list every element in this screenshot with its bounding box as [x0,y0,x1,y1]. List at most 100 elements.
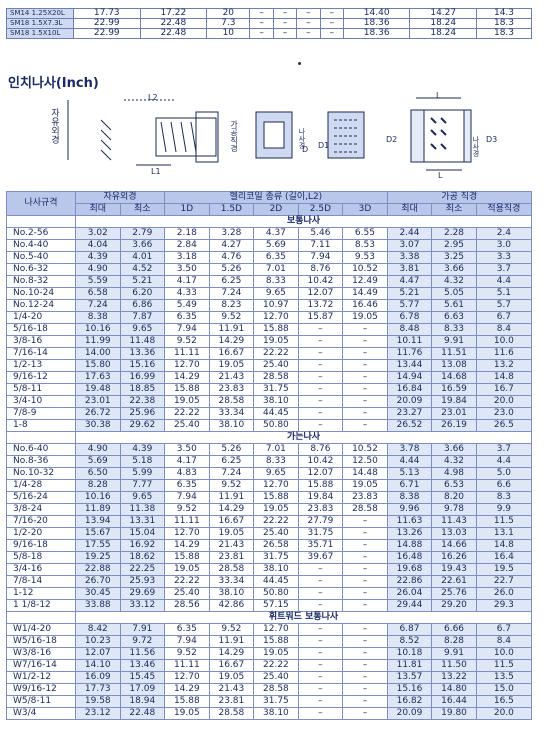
value-cell: 8.4 [475,635,533,648]
thread-spec-cell: 7/8-9 [6,407,76,420]
top-table-row: SM18 1.5X7.3L 22.99 22.48 7.3– – – –18.36 18.24… [6,18,532,29]
value-cell: 19.05 [342,311,388,324]
value-cell: 16.5 [475,695,533,708]
value-cell: 22.86 [386,575,433,588]
value-cell: – [342,395,388,408]
value-cell: 14.80 [431,683,477,696]
header-1d: 1D [164,203,210,216]
section-row: 보통나사 [6,215,532,228]
thread-spec-cell: 3/4-10 [6,395,76,408]
value-cell: 16.7 [475,383,533,396]
value-cell: 7.94 [297,251,344,264]
value-cell: 15.88 [164,695,210,708]
value-cell: 11.6 [475,347,533,360]
value-cell: 6.63 [431,311,477,324]
helicoil-diagrams: 자유외경 L2 L1 가공직경 나사경 D D1 L [49,91,497,180]
thread-spec-cell: 5/16-18 [6,323,76,336]
value-cell: 3.0 [475,239,533,252]
thread-spec-cell: No.12-24 [6,299,76,312]
value-cell: 26.52 [386,419,433,432]
value-cell: 23.12 [75,707,121,720]
value-cell: 16.09 [75,671,121,684]
value-cell: – [297,395,344,408]
value-cell: 19.5 [475,563,533,576]
top-value-cell: 14.40 [342,8,411,19]
top-value-cell: – [249,8,274,19]
value-cell: 7.94 [164,323,210,336]
value-cell: 23.81 [208,551,255,564]
top-value-cell: 22.99 [73,18,141,29]
value-cell: 16.48 [386,551,433,564]
value-cell: 44.45 [253,575,299,588]
value-cell: 22.25 [119,563,166,576]
value-cell: 14.88 [386,539,433,552]
value-cell: 11.11 [164,659,210,672]
value-cell: 14.49 [342,287,388,300]
value-cell: 28.58 [253,371,299,384]
value-cell: 8.33 [253,275,299,288]
value-cell: 23.01 [431,407,477,420]
value-cell: 20.09 [386,395,433,408]
value-cell: 9.65 [119,323,166,336]
value-cell: 8.4 [475,323,533,336]
value-cell: 6.53 [431,479,477,492]
value-cell: 16.4 [475,551,533,564]
hole-diagram: 가공직경 나사경 D D1 [229,111,365,159]
inch-thread-table: 나사규격 자유외경 헬리코일 종류 (길이,L2) 가공 직경 최대 최소 1D… [6,191,533,720]
value-cell: 11.48 [119,335,166,348]
thread-spec-cell: W1/4-20 [6,623,76,636]
value-cell: 9.96 [386,503,433,516]
value-cell: 20.09 [386,707,433,720]
table-row: 7/8-14 26.70 25.93 22.22 33.34 44.45– –22.86 22… [6,575,533,588]
value-cell: 7.77 [119,479,166,492]
value-cell: 11.91 [208,323,255,336]
value-cell: 11.11 [164,515,210,528]
value-cell: 6.6 [475,479,533,492]
value-cell: 29.69 [119,587,166,600]
value-cell: 14.68 [431,371,477,384]
value-cell: 3.66 [119,239,166,252]
value-cell: 12.70 [164,359,210,372]
value-cell: 3.81 [386,263,433,276]
header-3d: 3D [342,203,388,216]
value-cell: 19.80 [431,707,477,720]
value-cell: 14.29 [208,503,255,516]
value-cell: – [297,335,344,348]
section-spacer [6,431,76,444]
table-row: No.6-40 4.90 4.39 3.50 5.26 7.01 8.76 10.52 3.78… [6,443,533,456]
thread-spec-cell: No.5-40 [6,251,76,264]
thread-spec-cell: No.8-32 [6,275,76,288]
value-cell: 23.01 [75,395,121,408]
value-cell: 19.05 [253,335,299,348]
value-cell: 25.40 [253,527,299,540]
table-row: No.2-56 3.02 2.79 2.18 3.28 4.37 5.46 6.55 2.44 2… [6,227,533,240]
decorative-dot [298,62,301,65]
value-cell: 4.37 [253,227,299,240]
table-row: W1/4-20 8.42 7.91 6.35 9.52 12.70– –6.87 6.66 6.… [6,623,533,636]
value-cell: 25.76 [431,587,477,600]
value-cell: 16.99 [119,371,166,384]
value-cell: 5.59 [75,275,121,288]
thread-spec-cell: 1/4-28 [6,479,76,492]
value-cell: 10.11 [386,335,433,348]
value-cell: 11.43 [431,515,477,528]
value-cell: 38.10 [253,707,299,720]
value-cell: – [342,671,388,684]
value-cell: 42.86 [208,599,255,612]
value-cell: 5.18 [119,455,166,468]
value-cell: 8.28 [431,635,477,648]
value-cell: 4.4 [475,275,533,288]
value-cell: 3.66 [431,443,477,456]
value-cell: 16.46 [342,299,388,312]
value-cell: 3.78 [386,443,433,456]
value-cell: 19.05 [164,395,210,408]
value-cell: 23.27 [386,407,433,420]
value-cell: – [297,647,344,660]
value-cell: – [342,599,388,612]
value-cell: 7.94 [164,635,210,648]
value-cell: 3.66 [431,263,477,276]
value-cell: 5.61 [431,299,477,312]
value-cell: 14.94 [386,371,433,384]
value-cell: 4.76 [208,251,255,264]
value-cell: 5.49 [164,299,210,312]
